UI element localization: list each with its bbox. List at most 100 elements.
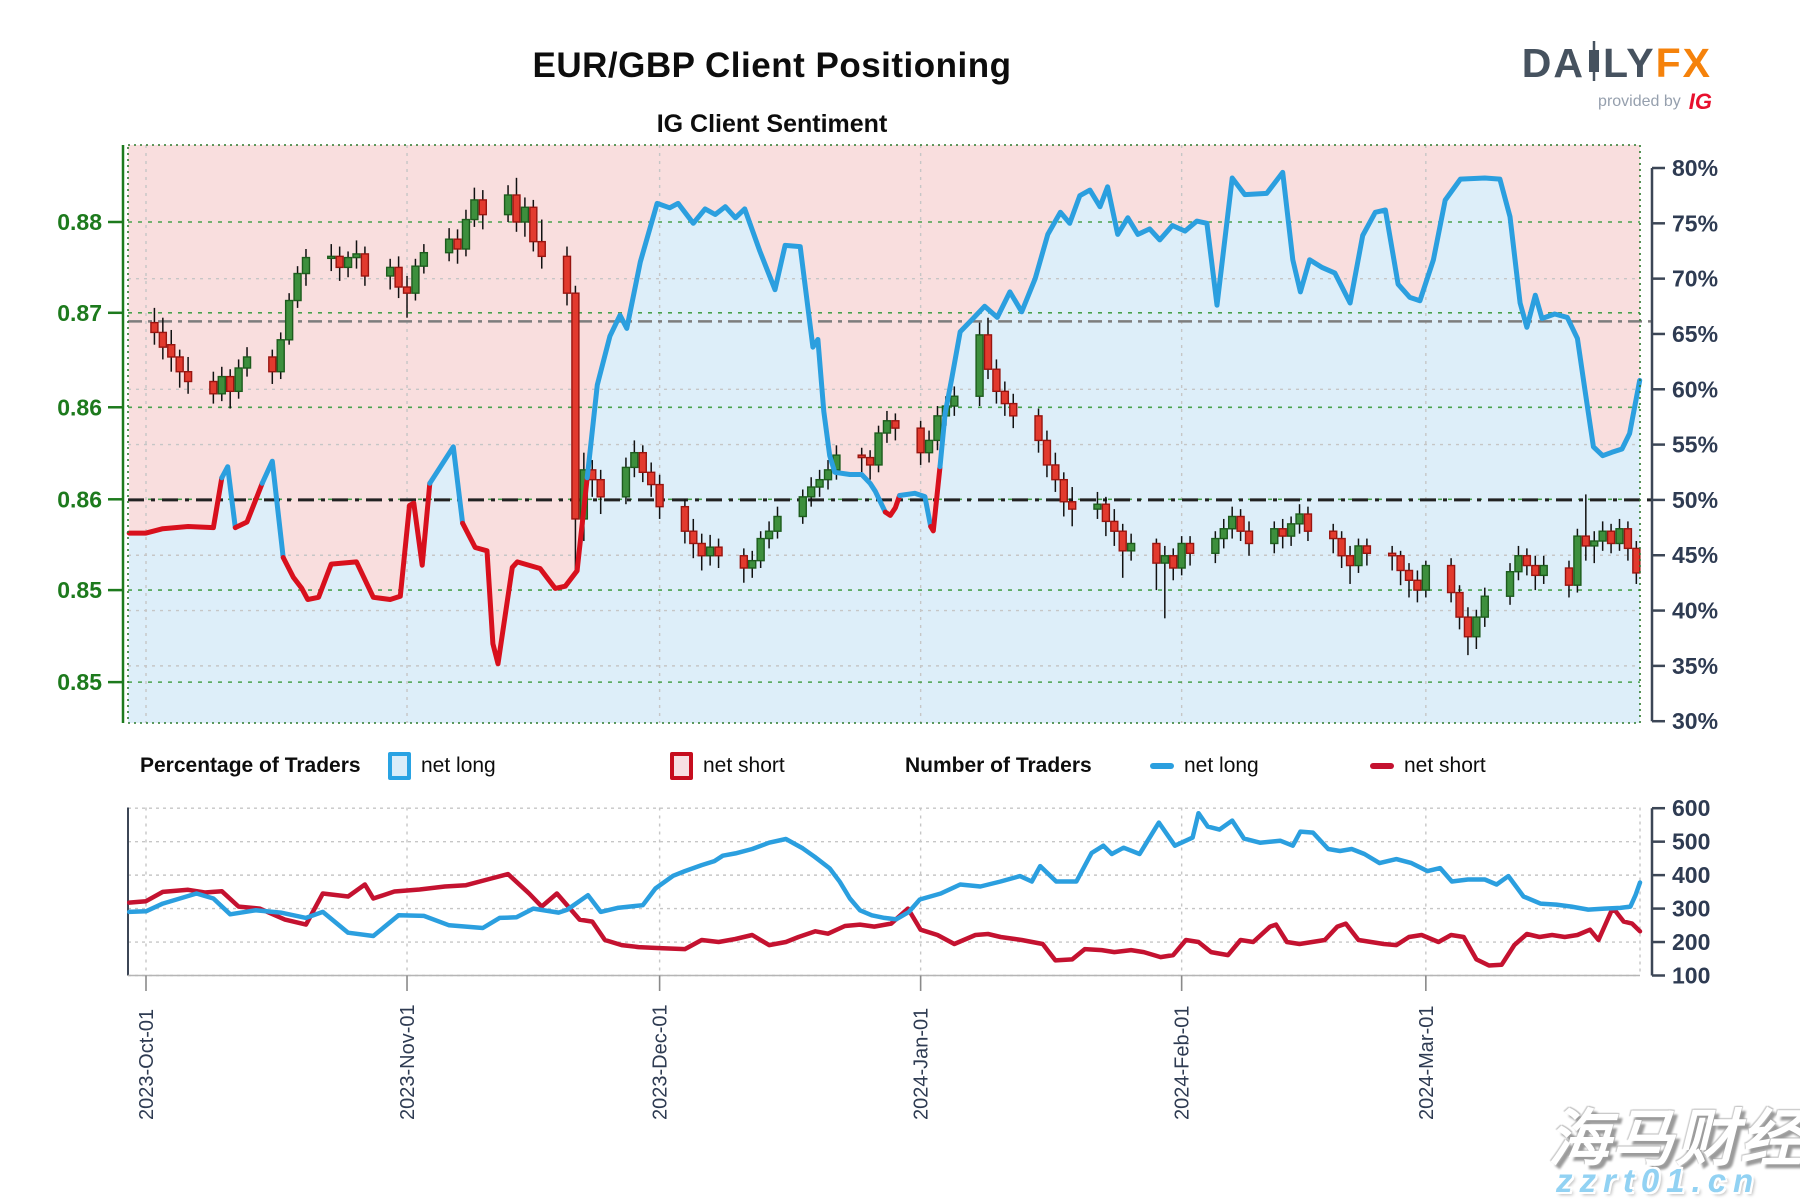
- trader-count-lines: [126, 810, 1643, 968]
- dominance-fill: [128, 145, 1640, 723]
- price-axis-label: 0.88: [57, 209, 102, 235]
- candle-down: [1067, 501, 1077, 510]
- legend-pct-net-long: net long: [388, 752, 496, 780]
- lower-gridlines: [127, 807, 1641, 977]
- candle-up: [756, 537, 765, 562]
- count-axis-label: 300: [1672, 896, 1710, 922]
- candle-up: [1270, 528, 1279, 545]
- pct-axis-label: 30%: [1672, 708, 1718, 734]
- candle-down: [916, 427, 925, 454]
- price-axis-label: 0.85: [57, 577, 102, 603]
- logo-text-ly: LY: [1602, 40, 1656, 86]
- candle-down: [1042, 439, 1052, 466]
- candle-down: [1564, 567, 1574, 586]
- candle-down: [891, 420, 900, 429]
- candle-up: [234, 367, 243, 393]
- candle-down: [478, 199, 487, 216]
- pct-axis-label: 80%: [1672, 155, 1718, 181]
- candle-down: [209, 380, 218, 395]
- count-axis-label: 500: [1672, 829, 1710, 855]
- ig-logo: IG: [1688, 89, 1712, 114]
- pct-axis-label: 75%: [1672, 210, 1718, 236]
- candle-down: [655, 483, 664, 508]
- provided-by-text: provided by: [1598, 93, 1681, 110]
- candle-down: [680, 505, 690, 532]
- pct-axis-label: 40%: [1672, 598, 1718, 624]
- candle-up: [1126, 542, 1136, 552]
- candle-up: [1160, 555, 1170, 564]
- candle-up: [1472, 616, 1481, 638]
- candle-down: [647, 471, 656, 486]
- candle-up: [748, 559, 757, 569]
- candle-down: [1387, 552, 1397, 557]
- candle-down: [1051, 464, 1060, 481]
- upper-borders-axes: 0.88 0.87 0.86 0.86 0.85 0.85 80% 75% 70% 65% 60% 5…: [57, 144, 1718, 734]
- pct-axis-label: 70%: [1672, 266, 1718, 292]
- watermark-url: zzrt01.cn: [1556, 1162, 1761, 1199]
- candle-up: [882, 420, 892, 434]
- net-short-swatch-icon: [670, 752, 693, 780]
- candle-up: [950, 395, 959, 407]
- candle-down: [1118, 530, 1127, 552]
- candle-up: [520, 206, 530, 223]
- candle-down: [1362, 545, 1372, 554]
- x-axis-date-label: 2024-Feb-01: [1172, 1005, 1194, 1120]
- price-axis-label: 0.87: [57, 300, 102, 326]
- candle-up: [503, 194, 513, 216]
- candle-up: [1615, 528, 1624, 545]
- candle-up: [352, 253, 361, 259]
- legend-pct-title: Percentage of Traders: [140, 754, 361, 777]
- candle-up: [1590, 540, 1599, 547]
- legend-pct-net-short: net short: [670, 752, 785, 780]
- candle-up: [1421, 564, 1431, 591]
- candle-down: [1413, 579, 1422, 591]
- candle-down: [1463, 616, 1473, 638]
- candle-up: [444, 238, 454, 254]
- count-axis-label: 100: [1672, 963, 1710, 989]
- candle-down: [1337, 537, 1346, 557]
- count-line-net-short: [126, 871, 1643, 968]
- candle-down: [150, 321, 159, 334]
- logo-text-da: DA: [1521, 40, 1585, 86]
- candle-down: [1531, 564, 1540, 577]
- candle-down: [1000, 390, 1010, 405]
- candle-up: [470, 199, 479, 221]
- candle-down: [158, 331, 168, 348]
- pct-axis-label: 60%: [1672, 376, 1718, 402]
- candle-down: [1446, 564, 1456, 594]
- candlesticks: [150, 177, 1641, 656]
- candle-down: [1404, 569, 1414, 581]
- candle-down: [1278, 528, 1287, 537]
- x-axis-date-label: 2023-Oct-01: [136, 1009, 158, 1120]
- count-axis-label: 400: [1672, 862, 1710, 888]
- candle-up: [385, 266, 395, 277]
- candle-up: [1177, 542, 1186, 569]
- candle-down: [175, 356, 184, 373]
- price-axis-label: 0.85: [57, 669, 102, 695]
- candle-up: [276, 339, 285, 373]
- candle-down: [1169, 555, 1178, 569]
- reference-lines: [128, 320, 1652, 502]
- legend-num-net-short: net short: [1370, 752, 1486, 780]
- logo-provided-by: provided by IG: [1522, 89, 1712, 115]
- candle-up: [630, 451, 639, 469]
- candle-up: [823, 469, 833, 481]
- candle-up: [1480, 595, 1489, 618]
- candle-up: [1598, 530, 1607, 542]
- logo-text-fx: FX: [1655, 40, 1712, 86]
- net-long-swatch-icon: [388, 752, 411, 780]
- candle-up: [924, 439, 934, 454]
- candle-up: [284, 299, 294, 341]
- candle-down: [1623, 528, 1633, 550]
- price-axis-label: 0.86: [57, 394, 102, 420]
- candle-down: [335, 255, 344, 269]
- candle-down: [992, 368, 1001, 393]
- candle-down: [1236, 515, 1245, 532]
- candle-down: [1632, 547, 1641, 574]
- candle-down: [1152, 542, 1161, 564]
- count-axis-label: 600: [1672, 795, 1710, 821]
- candle-down: [1606, 530, 1616, 545]
- candle-down: [1101, 503, 1111, 523]
- candle-down: [360, 253, 370, 277]
